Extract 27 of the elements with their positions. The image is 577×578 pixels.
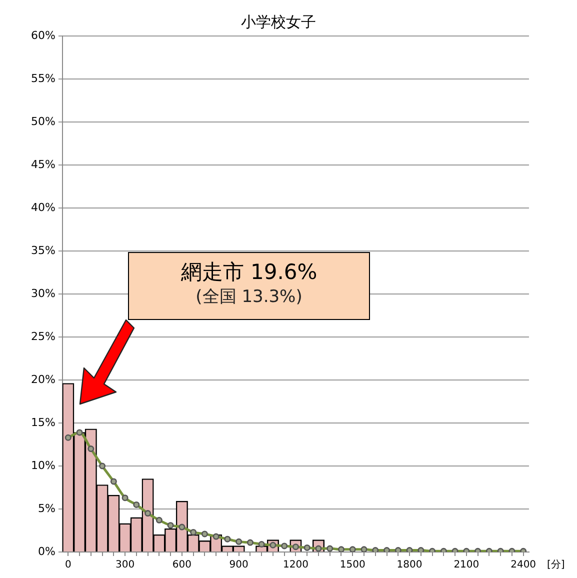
y-tick-label: 25%: [30, 330, 56, 343]
y-tick-label: 50%: [30, 114, 56, 128]
y-tick-label: 15%: [30, 416, 56, 429]
x-tick-label: 300: [115, 560, 135, 571]
callout-box: 網走市 19.6% (全国 13.3%): [128, 252, 370, 320]
y-tick-label: 0%: [38, 544, 56, 558]
x-tick-label: 2400: [510, 560, 536, 571]
y-tick-label: 20%: [30, 372, 56, 386]
y-tick-label: 5%: [38, 502, 56, 515]
annotation: 網走市 19.6%: [180, 259, 318, 285]
x-axis-title: [分]: [547, 558, 565, 571]
y-tick-label: 55%: [30, 72, 56, 85]
y-tick-label: 10%: [30, 458, 56, 472]
y-tick-label: 30%: [30, 286, 56, 300]
y-tick-label: 35%: [30, 244, 56, 257]
annotation: (全国 13.3%): [194, 286, 304, 309]
x-tick-label: 0: [64, 560, 72, 571]
x-tick-label: 1500: [340, 560, 366, 571]
x-tick-label: 1200: [283, 560, 308, 571]
y-tick-label: 60%: [30, 28, 56, 42]
x-tick-label: 600: [172, 560, 192, 571]
chart-title: 小学校女子: [241, 12, 316, 31]
x-tick-label: 2100: [454, 560, 480, 571]
x-tick-label: 900: [229, 560, 248, 571]
x-tick-label: 1800: [396, 560, 422, 571]
y-tick-label: 45%: [30, 158, 56, 171]
y-tick-label: 40%: [30, 200, 56, 214]
